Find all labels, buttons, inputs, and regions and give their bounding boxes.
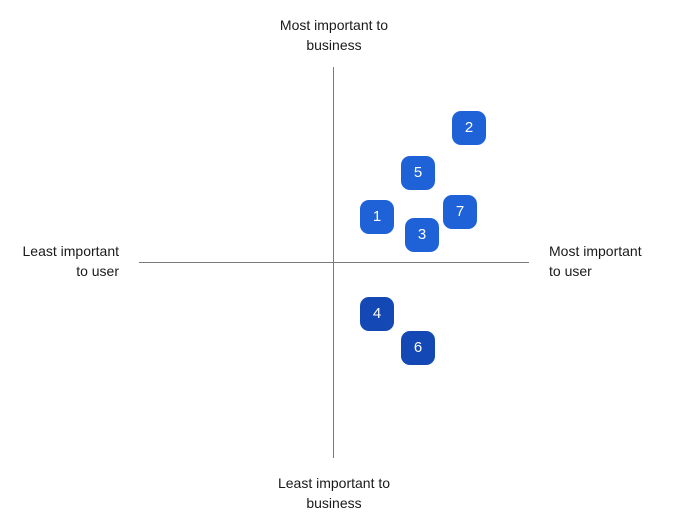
marker-5[interactable]: 5: [401, 156, 435, 190]
x-axis-left-label: Least important to user: [23, 241, 120, 281]
x-axis-left-label-line2: to user: [76, 263, 119, 279]
y-axis-bottom-label: Least important to business: [278, 473, 390, 513]
marker-2[interactable]: 2: [452, 111, 486, 145]
x-axis-left-label-line1: Least important: [22, 243, 120, 259]
marker-3[interactable]: 3: [405, 218, 439, 252]
x-axis-right-label-line1: Most important: [549, 243, 642, 259]
y-axis-bottom-label-line1: Least important to: [277, 475, 391, 491]
y-axis-top-label-line2: business: [306, 37, 362, 53]
marker-4[interactable]: 4: [360, 297, 394, 331]
marker-7[interactable]: 7: [443, 195, 477, 229]
marker-1[interactable]: 1: [360, 200, 394, 234]
x-axis-right-label-line2: to user: [549, 263, 592, 279]
y-axis-top-label: Most important to business: [280, 15, 388, 55]
x-axis-right-label: Most important to user: [549, 241, 642, 281]
y-axis-bottom-label-line2: business: [306, 495, 362, 511]
marker-6[interactable]: 6: [401, 331, 435, 365]
y-axis-top-label-line1: Most important to: [279, 17, 389, 33]
horizontal-axis-line: [139, 262, 529, 263]
